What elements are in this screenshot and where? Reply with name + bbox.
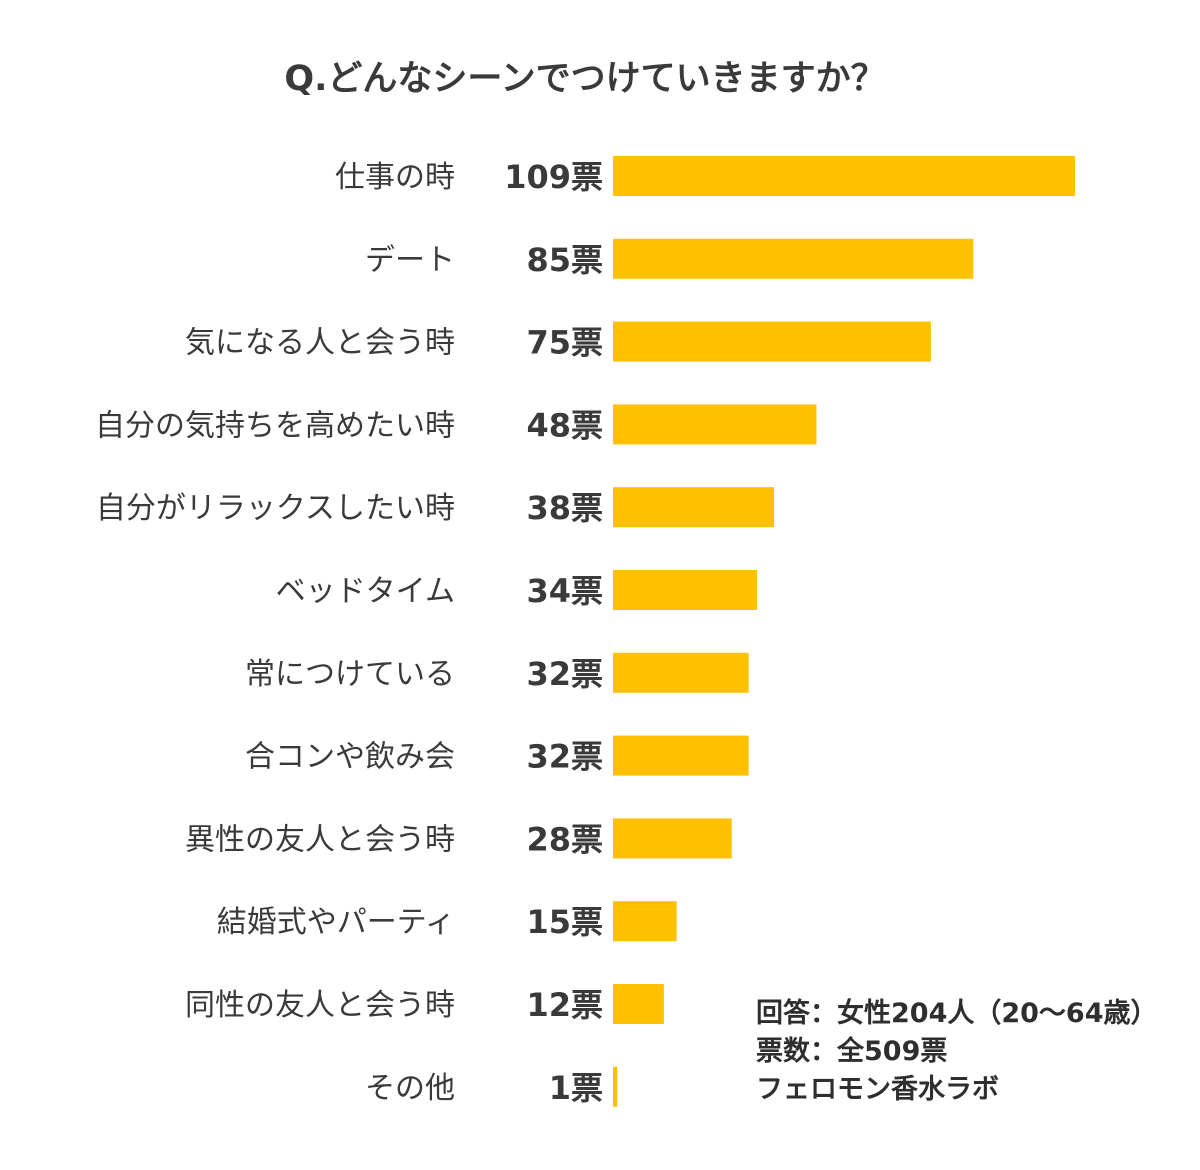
bar xyxy=(613,487,775,528)
value-label: 32票 xyxy=(526,655,603,693)
category-label: 結婚式やパーティ xyxy=(217,905,455,940)
source-note: フェロモン香水ラボ xyxy=(756,1074,999,1105)
category-label: 同性の友人と会う時 xyxy=(185,988,455,1023)
bar xyxy=(613,321,931,362)
value-label: 1票 xyxy=(549,1069,603,1107)
category-label: 異性の友人と会う時 xyxy=(185,822,455,857)
bar xyxy=(613,570,758,610)
value-label: 12票 xyxy=(526,986,603,1024)
bar xyxy=(613,404,817,445)
respondents-note: 回答：女性204人（20〜64歳） xyxy=(756,998,1158,1029)
category-label: 自分がリラックスしたい時 xyxy=(96,491,455,526)
bar xyxy=(613,652,749,693)
total-votes-note: 票数：全509票 xyxy=(756,1036,948,1067)
bar xyxy=(613,1066,618,1107)
category-label: デート xyxy=(365,243,455,278)
bar xyxy=(613,238,974,279)
category-label: 自分の気持ちを高めたい時 xyxy=(95,408,455,443)
bar xyxy=(613,901,677,942)
value-label: 32票 xyxy=(526,738,603,776)
value-label: 75票 xyxy=(526,324,603,362)
value-label: 38票 xyxy=(526,489,603,527)
bar xyxy=(613,818,732,859)
category-label: 仕事の時 xyxy=(335,160,455,195)
value-label: 28票 xyxy=(526,820,603,858)
value-label: 34票 xyxy=(526,572,603,610)
bar xyxy=(613,735,749,776)
category-label: 気になる人と会う時 xyxy=(185,326,455,361)
category-label: 合コンや飲み会 xyxy=(245,740,455,775)
value-label: 15票 xyxy=(526,903,603,941)
value-label: 85票 xyxy=(526,241,603,279)
category-label: その他 xyxy=(365,1071,455,1106)
chart-title: Q.どんなシーンでつけていきますか？ xyxy=(284,59,885,99)
bar xyxy=(613,984,664,1024)
category-label: ベッドタイム xyxy=(276,574,455,609)
value-label: 48票 xyxy=(526,406,603,444)
value-label: 109票 xyxy=(504,158,603,196)
chart-notes: 回答：女性204人（20〜64歳） 票数：全509票 フェロモン香水ラボ xyxy=(756,995,1158,1109)
category-label: 常につけている xyxy=(245,657,455,692)
bar xyxy=(613,156,1075,196)
